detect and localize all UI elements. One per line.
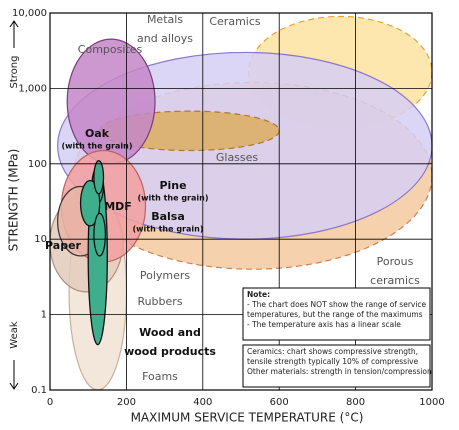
y-axis-label: STRENGTH (MPa) — [7, 149, 21, 252]
y-tick-label: 100 — [28, 159, 47, 170]
region-label: Polymers — [140, 269, 191, 282]
x-axis-label: MAXIMUM SERVICE TEMPERATURE (°C) — [131, 411, 364, 425]
note-box — [242, 287, 431, 341]
x-tick-label: 200 — [117, 397, 136, 408]
region-label: Foams — [142, 370, 178, 383]
region-label: (with the grain) — [138, 194, 209, 203]
region-label: wood products — [124, 345, 216, 358]
material-region — [79, 179, 101, 227]
region-label: Balsa — [151, 210, 185, 223]
region-label: MDF — [104, 200, 132, 213]
region-label: Wood and — [139, 326, 201, 339]
region-label: Pine — [159, 179, 186, 192]
x-tick-label: 1000 — [419, 397, 444, 408]
y-tick-label: 0.1 — [31, 385, 47, 396]
material-region — [93, 160, 105, 195]
region-label: (with the grain) — [62, 142, 133, 151]
x-tick-label: 800 — [346, 397, 365, 408]
region-label: Oak — [85, 127, 110, 140]
x-tick-label: 0 — [47, 397, 53, 408]
note-box — [242, 344, 431, 388]
note-text: - The temperature axis has a linear scal… — [247, 320, 401, 329]
region-label: (with the grain) — [133, 225, 204, 234]
note-text: temperatures, but the range of the maxim… — [247, 310, 423, 319]
region-label: Paper — [45, 239, 82, 252]
y-tick-label: 1,000 — [18, 83, 47, 94]
material-region — [93, 212, 107, 257]
y-tick-label: 10 — [34, 234, 47, 245]
region-label: Ceramics — [209, 15, 261, 28]
plot-frame — [49, 12, 433, 391]
x-tick-label: 600 — [270, 397, 289, 408]
note-text: Other materials: strength in tension/com… — [247, 367, 432, 376]
region-label: ceramics — [370, 274, 420, 287]
x-tick-label: 400 — [193, 397, 212, 408]
labels: Ceramics Porous ceramics Metals and alloys Gl… — [45, 13, 420, 383]
region-label: Porous — [377, 255, 414, 268]
y-tick-label: 1 — [41, 310, 47, 321]
y-tick-label: 10,000 — [12, 8, 47, 19]
note-text: tensile strength typically 10% of compre… — [247, 357, 419, 366]
note-text: Note: — [247, 290, 270, 299]
region-label: Glasses — [216, 151, 259, 164]
note-text: Ceramics: chart shows compressive streng… — [247, 347, 418, 356]
region-label: Metals — [147, 13, 183, 26]
region-label: Composites — [78, 43, 143, 56]
note-text: - The chart does NOT show the range of s… — [247, 300, 427, 309]
weak-label: Weak — [9, 321, 20, 349]
region-label: and alloys — [137, 32, 193, 45]
strong-label: Strong — [9, 56, 20, 89]
up-arrow — [9, 20, 19, 48]
regions — [49, 15, 433, 391]
down-arrow — [9, 360, 19, 390]
region-label: Rubbers — [137, 295, 182, 308]
